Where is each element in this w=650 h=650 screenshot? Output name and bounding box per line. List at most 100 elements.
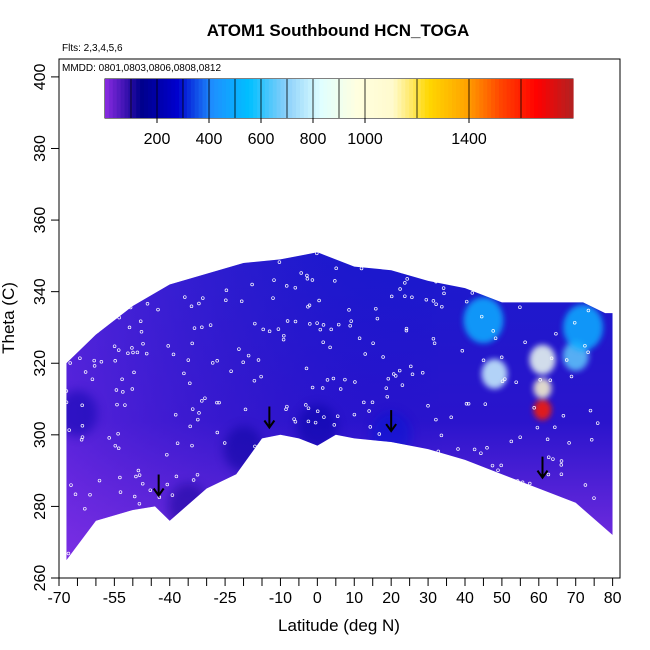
colorbar-cell	[456, 79, 461, 118]
sample-marker	[201, 296, 205, 300]
sample-marker	[349, 319, 353, 323]
sample-marker	[107, 436, 111, 440]
sample-marker	[382, 487, 387, 492]
sample-marker	[293, 419, 298, 424]
sample-marker	[191, 478, 196, 482]
sample-marker	[195, 472, 200, 477]
sample-marker	[432, 341, 437, 346]
colorbar-cell	[249, 79, 254, 118]
sample-marker	[112, 294, 116, 298]
colorbar-cell	[549, 79, 555, 118]
colorbar-cell	[296, 79, 301, 118]
sample-marker	[212, 486, 216, 491]
sample-marker	[235, 502, 239, 506]
sample-marker	[241, 360, 245, 365]
colorbar-cell	[342, 79, 348, 118]
sample-marker	[109, 294, 113, 299]
sample-marker	[517, 553, 521, 558]
sample-marker	[528, 481, 532, 486]
sample-marker	[111, 300, 115, 305]
colorbar-cell	[413, 79, 418, 118]
sample-marker	[343, 377, 347, 382]
sample-marker	[132, 370, 136, 375]
sample-marker	[154, 252, 159, 255]
sample-marker	[325, 551, 330, 556]
sample-marker	[195, 542, 200, 547]
colorbar-cell	[471, 79, 477, 118]
sample-marker	[375, 316, 380, 321]
sample-marker	[246, 353, 251, 358]
sample-marker	[434, 536, 438, 541]
sample-marker	[345, 529, 349, 533]
sample-marker	[220, 491, 224, 495]
sample-marker	[420, 371, 425, 375]
colorbar-cell	[179, 79, 184, 118]
sample-marker	[75, 345, 79, 350]
sample-marker	[572, 320, 577, 325]
x-tick-label: -10	[269, 590, 292, 607]
sample-marker	[103, 300, 107, 304]
sample-marker	[281, 519, 285, 524]
sample-marker	[336, 466, 340, 471]
sample-marker	[318, 327, 323, 332]
sample-marker	[206, 516, 210, 520]
sample-marker	[449, 415, 453, 420]
sample-marker	[239, 299, 244, 304]
sample-marker	[111, 315, 116, 319]
sample-marker	[83, 370, 88, 374]
sample-marker	[137, 254, 142, 258]
sample-marker	[315, 409, 320, 414]
sample-marker	[470, 291, 475, 295]
colorbar-cell	[432, 79, 438, 118]
sample-marker	[192, 326, 197, 330]
sample-marker	[209, 268, 213, 272]
colorbar-cell	[561, 79, 566, 118]
feature-blob	[463, 297, 504, 344]
chart-title: ATOM1 Southbound HCN_TOGA	[207, 21, 470, 40]
sample-marker	[292, 417, 296, 421]
sample-marker	[157, 553, 162, 558]
y-axis-label: Theta (C)	[0, 282, 18, 354]
sample-marker	[514, 380, 518, 384]
sample-marker	[564, 286, 569, 291]
colorbar-cell	[327, 79, 332, 118]
sample-marker	[397, 368, 402, 373]
sample-marker	[450, 465, 455, 469]
sample-marker	[449, 255, 453, 259]
sample-marker	[362, 555, 366, 559]
colorbar-cell	[167, 79, 172, 118]
sample-marker	[78, 356, 82, 360]
x-tick-label: -25	[214, 590, 237, 607]
sample-marker	[549, 356, 554, 361]
sample-marker	[119, 519, 124, 523]
sample-marker	[231, 529, 235, 534]
colorbar-cell	[346, 79, 352, 118]
sample-marker	[188, 424, 192, 429]
colorbar-cell	[264, 79, 270, 118]
colorbar-cell	[424, 79, 430, 118]
colorbar-cell	[315, 79, 321, 118]
colorbar-cell	[350, 79, 356, 118]
sample-marker	[491, 329, 495, 333]
sample-marker	[245, 259, 249, 263]
sample-marker	[321, 340, 325, 344]
sample-marker	[348, 323, 352, 328]
sample-marker	[188, 541, 193, 545]
sample-marker	[589, 438, 594, 442]
colorbar-cell	[389, 79, 395, 118]
sample-marker	[333, 279, 337, 283]
colorbar-cell	[444, 79, 449, 118]
colorbar-cell	[522, 79, 527, 118]
colorbar-ticks: 200 400 600 800 1000 1400	[144, 118, 487, 148]
colorbar-cell	[331, 79, 336, 118]
sample-marker	[134, 474, 138, 479]
y-tick-label: 320	[32, 350, 49, 377]
sample-marker	[79, 438, 84, 442]
sample-marker	[434, 302, 438, 306]
colorbar-cell	[440, 79, 445, 118]
sample-marker	[400, 269, 405, 274]
x-axis: -70 -55 -40 -25 -10 0 10 20 30 40 50 60 70 80	[47, 578, 622, 607]
colorbar-cell	[288, 79, 293, 118]
colorbar-cell	[553, 79, 558, 118]
sample-marker	[499, 463, 503, 468]
